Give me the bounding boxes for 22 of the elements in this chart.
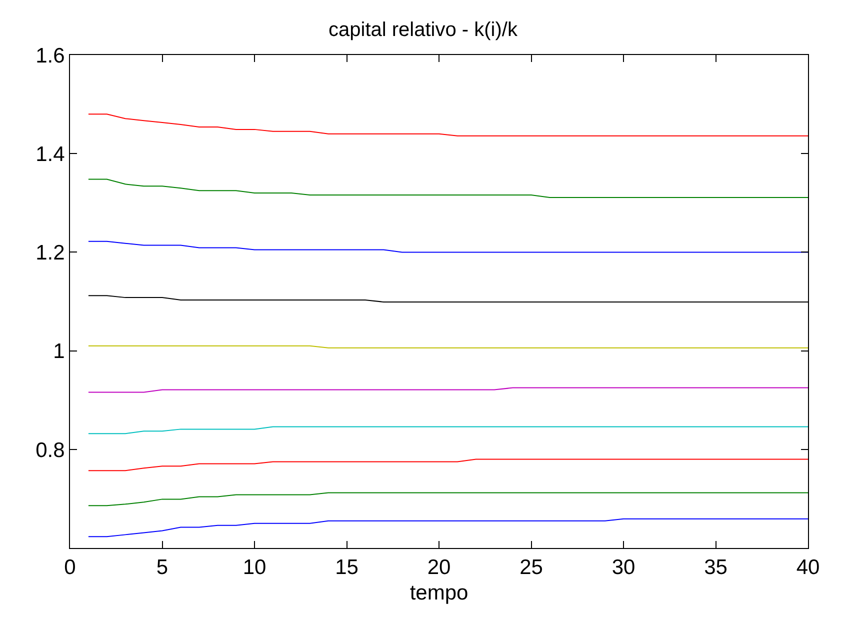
x-tick-label: 35	[704, 556, 728, 580]
line-series	[88, 458, 808, 472]
x-tick-label: 20	[427, 556, 451, 580]
y-tick-label: 1.2	[36, 242, 65, 265]
x-axis-title: tempo	[410, 581, 468, 604]
x-tick-label: 15	[335, 556, 358, 580]
y-tick-label: 1	[53, 340, 65, 364]
line-series	[88, 518, 808, 538]
line-series	[88, 178, 808, 198]
y-tick-label: 0.8	[36, 438, 65, 462]
x-tick-label: 30	[612, 556, 636, 580]
line-series	[88, 492, 808, 506]
line-series	[88, 114, 808, 136]
x-tick-label: 25	[520, 556, 543, 580]
line-series	[88, 426, 808, 434]
x-tick-label: 5	[156, 556, 168, 580]
x-tick-label: 10	[242, 556, 266, 580]
chart-title: capital relativo - k(i)/k	[328, 19, 518, 42]
x-tick-label: 40	[796, 556, 820, 580]
y-tick-label: 1.6	[36, 44, 65, 68]
x-tick-label: 0	[64, 556, 76, 580]
y-tick-label: 1.4	[36, 142, 66, 166]
